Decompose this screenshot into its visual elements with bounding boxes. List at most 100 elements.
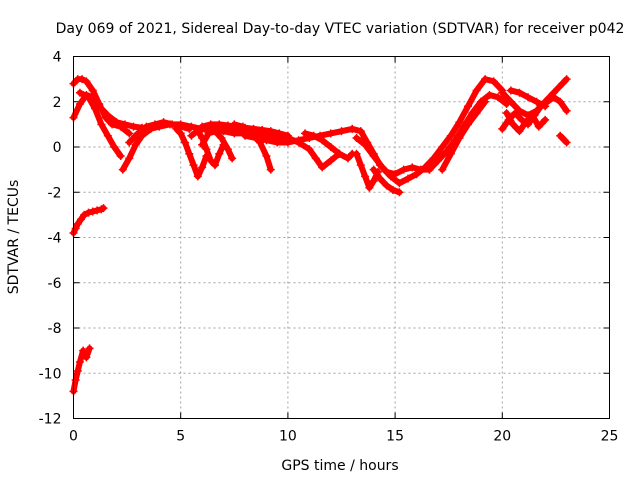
data-point bbox=[142, 122, 151, 131]
plot-frame bbox=[73, 56, 610, 419]
data-point bbox=[185, 149, 194, 158]
data-point bbox=[395, 188, 404, 197]
data-point bbox=[71, 376, 80, 385]
y-tick-label: 4 bbox=[53, 50, 62, 66]
data-point bbox=[73, 366, 82, 375]
series-track-28 bbox=[556, 131, 571, 147]
data-point bbox=[528, 111, 537, 120]
data-point bbox=[425, 165, 434, 174]
data-point bbox=[506, 97, 515, 106]
data-point bbox=[262, 136, 271, 145]
data-point bbox=[103, 131, 112, 140]
y-tick-label: -8 bbox=[48, 321, 62, 337]
series-track-18 bbox=[352, 133, 421, 188]
data-point bbox=[129, 122, 138, 131]
series-track-16 bbox=[301, 129, 357, 163]
y-tick-label: -10 bbox=[39, 366, 62, 382]
data-point bbox=[433, 156, 442, 165]
data-point bbox=[82, 353, 91, 362]
data-point bbox=[198, 163, 207, 172]
data-point bbox=[283, 133, 292, 142]
data-point bbox=[180, 138, 189, 147]
data-point bbox=[85, 344, 94, 353]
data-point bbox=[202, 145, 211, 154]
data-point bbox=[75, 357, 84, 366]
data-point bbox=[356, 161, 365, 170]
data-point bbox=[77, 215, 86, 224]
series-track-27 bbox=[502, 109, 550, 136]
data-point bbox=[412, 170, 421, 179]
data-point bbox=[408, 163, 417, 172]
data-point bbox=[206, 120, 215, 129]
data-point bbox=[485, 90, 494, 99]
data-point bbox=[131, 140, 140, 149]
data-point bbox=[133, 129, 142, 138]
data-point bbox=[223, 145, 232, 154]
data-point bbox=[541, 102, 550, 111]
data-point bbox=[438, 165, 447, 174]
data-point bbox=[258, 126, 267, 135]
data-point bbox=[193, 127, 202, 136]
data-point bbox=[446, 149, 455, 158]
data-point bbox=[472, 109, 481, 118]
data-point bbox=[275, 129, 284, 138]
data-point bbox=[541, 115, 550, 124]
data-point bbox=[463, 102, 472, 111]
data-point bbox=[446, 131, 455, 140]
series-track-11 bbox=[193, 127, 228, 170]
data-point bbox=[511, 109, 520, 118]
tick-labels: 0 5 10 15 20 25 -12 -10 -8 -6 -4 -2 0 2 4 bbox=[39, 50, 619, 445]
data-point bbox=[455, 118, 464, 127]
series-track-05 bbox=[75, 88, 125, 161]
data-point bbox=[356, 127, 365, 136]
data-point bbox=[463, 120, 472, 129]
data-point bbox=[150, 120, 159, 129]
data-point bbox=[79, 346, 88, 355]
data-point bbox=[534, 122, 543, 131]
data-point bbox=[103, 111, 112, 120]
series-track-23 bbox=[438, 97, 490, 174]
data-point bbox=[378, 163, 387, 172]
y-tick-label: -6 bbox=[48, 276, 62, 292]
data-point bbox=[502, 109, 511, 118]
data-point bbox=[159, 118, 168, 127]
data-point bbox=[438, 143, 447, 151]
chart-title: Day 069 of 2021, Sidereal Day-to-day VTE… bbox=[56, 21, 625, 37]
data-point bbox=[266, 165, 275, 174]
data-point bbox=[112, 118, 121, 127]
data-point bbox=[318, 163, 327, 172]
data-point bbox=[223, 121, 232, 130]
data-point bbox=[266, 127, 275, 136]
data-point bbox=[348, 124, 357, 133]
data-point bbox=[125, 129, 134, 138]
data-point bbox=[532, 97, 541, 106]
data-point bbox=[326, 143, 335, 151]
series-track-26 bbox=[506, 86, 550, 111]
data-point bbox=[524, 93, 533, 102]
data-point bbox=[185, 124, 194, 133]
series-trace bbox=[439, 98, 489, 173]
data-point bbox=[238, 122, 247, 131]
data-point bbox=[494, 93, 503, 102]
data-point bbox=[403, 174, 412, 183]
data-point bbox=[88, 207, 97, 216]
data-point bbox=[309, 131, 318, 140]
data-point bbox=[472, 86, 481, 95]
x-tick-label: 0 bbox=[69, 429, 78, 445]
data-point bbox=[262, 152, 271, 161]
grid bbox=[73, 56, 610, 419]
data-point bbox=[301, 129, 310, 138]
data-point bbox=[110, 143, 119, 151]
x-tick-label: 10 bbox=[279, 429, 297, 445]
data-point bbox=[399, 165, 408, 174]
data-point bbox=[206, 156, 215, 165]
y-tick-label: 0 bbox=[53, 140, 62, 156]
data-point bbox=[97, 120, 106, 129]
data-point bbox=[228, 154, 237, 163]
data-point bbox=[273, 138, 282, 147]
data-point bbox=[352, 133, 361, 142]
data-point bbox=[305, 145, 314, 154]
data-point bbox=[562, 106, 571, 115]
data-point bbox=[481, 75, 490, 84]
data-point bbox=[172, 124, 181, 133]
